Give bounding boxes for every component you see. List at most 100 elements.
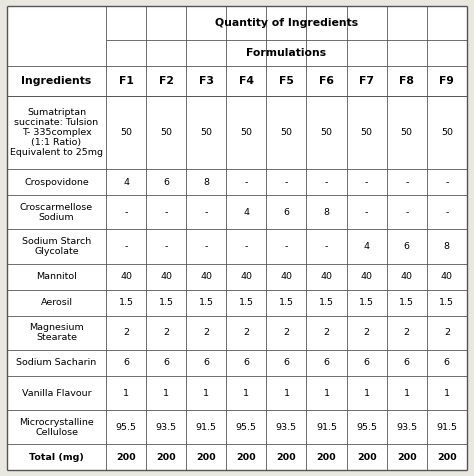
Text: 200: 200 xyxy=(196,453,216,462)
Text: -: - xyxy=(205,208,208,217)
Text: Sumatriptan
succinate: Tulsion
T- 335complex
(1:1 Ratio)
Equivalent to 25mg: Sumatriptan succinate: Tulsion T- 335com… xyxy=(10,108,103,157)
Text: 6: 6 xyxy=(163,178,169,187)
Text: Sodium Starch
Glycolate: Sodium Starch Glycolate xyxy=(22,237,91,256)
Text: 1.5: 1.5 xyxy=(439,298,455,307)
Text: 1: 1 xyxy=(123,388,129,397)
Text: 2: 2 xyxy=(163,328,169,337)
Text: 6: 6 xyxy=(283,208,290,217)
Text: 50: 50 xyxy=(361,128,373,137)
Text: Ingredients: Ingredients xyxy=(21,76,91,86)
Text: 200: 200 xyxy=(357,453,376,462)
Text: -: - xyxy=(445,208,448,217)
Text: 40: 40 xyxy=(240,272,252,281)
Text: 91.5: 91.5 xyxy=(316,423,337,432)
Text: -: - xyxy=(445,178,448,187)
Text: 50: 50 xyxy=(240,128,252,137)
Text: 6: 6 xyxy=(324,358,329,367)
Text: 40: 40 xyxy=(160,272,172,281)
Text: Quantity of Ingredients: Quantity of Ingredients xyxy=(215,18,358,28)
Text: 1.5: 1.5 xyxy=(159,298,173,307)
Text: 200: 200 xyxy=(277,453,296,462)
Text: 1: 1 xyxy=(163,388,169,397)
Text: 2: 2 xyxy=(283,328,290,337)
Text: 91.5: 91.5 xyxy=(196,423,217,432)
Text: -: - xyxy=(405,208,409,217)
Text: 1.5: 1.5 xyxy=(118,298,134,307)
Text: Formulations: Formulations xyxy=(246,48,327,58)
Text: 95.5: 95.5 xyxy=(116,423,137,432)
Text: 1: 1 xyxy=(364,388,370,397)
Text: 8: 8 xyxy=(444,242,450,251)
Text: 1: 1 xyxy=(404,388,410,397)
Text: 2: 2 xyxy=(364,328,370,337)
Text: 1.5: 1.5 xyxy=(279,298,294,307)
Text: 95.5: 95.5 xyxy=(236,423,257,432)
Text: 4: 4 xyxy=(123,178,129,187)
Text: -: - xyxy=(325,242,328,251)
Text: 40: 40 xyxy=(441,272,453,281)
Text: 1.5: 1.5 xyxy=(399,298,414,307)
Text: 6: 6 xyxy=(404,242,410,251)
Text: 8: 8 xyxy=(324,208,329,217)
Text: 200: 200 xyxy=(437,453,456,462)
Text: -: - xyxy=(365,208,368,217)
Text: 2: 2 xyxy=(243,328,249,337)
Text: -: - xyxy=(325,178,328,187)
Text: 2: 2 xyxy=(123,328,129,337)
Text: 6: 6 xyxy=(123,358,129,367)
Text: F9: F9 xyxy=(439,76,454,86)
Text: -: - xyxy=(285,242,288,251)
Text: F3: F3 xyxy=(199,76,214,86)
Text: Mannitol: Mannitol xyxy=(36,272,77,281)
Text: -: - xyxy=(245,178,248,187)
Text: 6: 6 xyxy=(444,358,450,367)
Text: Total (mg): Total (mg) xyxy=(29,453,84,462)
Text: 1: 1 xyxy=(203,388,209,397)
Text: 6: 6 xyxy=(364,358,370,367)
Text: F2: F2 xyxy=(159,76,173,86)
Text: 40: 40 xyxy=(120,272,132,281)
Text: 50: 50 xyxy=(200,128,212,137)
Text: F4: F4 xyxy=(239,76,254,86)
Text: 2: 2 xyxy=(203,328,209,337)
Text: Magnesium
Stearate: Magnesium Stearate xyxy=(29,323,84,342)
Text: 1: 1 xyxy=(283,388,290,397)
Text: 50: 50 xyxy=(441,128,453,137)
Text: 1: 1 xyxy=(324,388,329,397)
Text: 50: 50 xyxy=(320,128,333,137)
Text: Croscarmellose
Sodium: Croscarmellose Sodium xyxy=(20,203,93,222)
Text: -: - xyxy=(124,242,128,251)
Text: -: - xyxy=(164,208,168,217)
Text: F7: F7 xyxy=(359,76,374,86)
Text: 1.5: 1.5 xyxy=(319,298,334,307)
Text: 95.5: 95.5 xyxy=(356,423,377,432)
Text: 50: 50 xyxy=(120,128,132,137)
Text: 200: 200 xyxy=(397,453,417,462)
Text: 2: 2 xyxy=(444,328,450,337)
Text: 8: 8 xyxy=(203,178,209,187)
Text: 50: 50 xyxy=(160,128,172,137)
Text: 1.5: 1.5 xyxy=(359,298,374,307)
Text: Sodium Sacharin: Sodium Sacharin xyxy=(17,358,97,367)
Text: 1: 1 xyxy=(444,388,450,397)
Text: 2: 2 xyxy=(324,328,329,337)
Text: -: - xyxy=(365,178,368,187)
Text: Aerosil: Aerosil xyxy=(41,298,73,307)
Text: -: - xyxy=(205,242,208,251)
Text: Vanilla Flavour: Vanilla Flavour xyxy=(22,388,91,397)
Text: 6: 6 xyxy=(283,358,290,367)
Text: 40: 40 xyxy=(200,272,212,281)
Text: -: - xyxy=(164,242,168,251)
Text: 1.5: 1.5 xyxy=(239,298,254,307)
Text: -: - xyxy=(285,178,288,187)
Text: -: - xyxy=(124,208,128,217)
Text: Microcrystalline
Cellulose: Microcrystalline Cellulose xyxy=(19,417,94,436)
Text: 200: 200 xyxy=(156,453,176,462)
Text: 1: 1 xyxy=(243,388,249,397)
Text: 93.5: 93.5 xyxy=(276,423,297,432)
Text: 6: 6 xyxy=(203,358,209,367)
Text: Crospovidone: Crospovidone xyxy=(24,178,89,187)
Text: 6: 6 xyxy=(243,358,249,367)
Text: 6: 6 xyxy=(163,358,169,367)
Text: F8: F8 xyxy=(399,76,414,86)
